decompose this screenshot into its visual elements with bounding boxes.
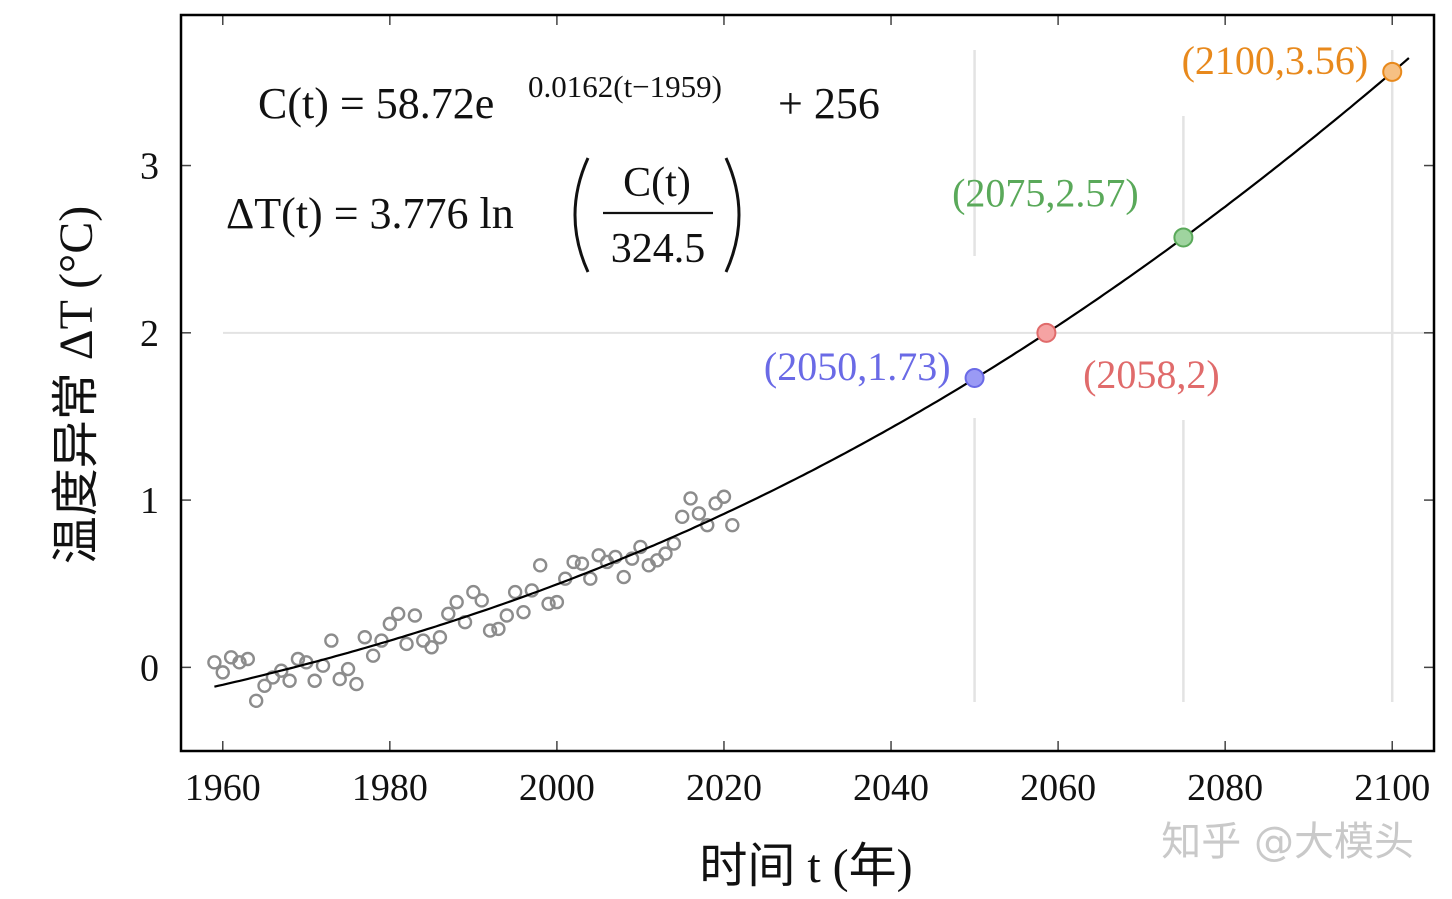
x-tick-label-2040: 2040 bbox=[853, 767, 929, 809]
highlight-label-0: (2050,1.73) bbox=[764, 344, 951, 389]
axis-ticks bbox=[181, 15, 1434, 751]
data-point-2008 bbox=[616, 569, 631, 585]
x-tick-label-2020: 2020 bbox=[686, 767, 762, 809]
data-point-2016 bbox=[683, 491, 698, 506]
data-point-1973 bbox=[324, 633, 339, 648]
formula-c-lhs: C(t) = 58.72e bbox=[258, 79, 494, 128]
data-point-2021 bbox=[725, 517, 740, 533]
data-point-1971 bbox=[307, 673, 322, 688]
formula-c-exponent: 0.0162(t−1959) bbox=[528, 69, 722, 104]
data-point-2017 bbox=[691, 506, 707, 521]
data-point-1975 bbox=[340, 661, 356, 677]
highlight-label-3: (2100,3.56) bbox=[1182, 38, 1369, 83]
data-point-1962 bbox=[232, 655, 247, 670]
observed-scatter bbox=[207, 489, 740, 709]
data-point-2009 bbox=[624, 551, 640, 566]
data-point-1990 bbox=[466, 584, 481, 600]
y-axis-title: 温度异常 ΔT (°C) bbox=[50, 206, 103, 565]
highlight-point-1 bbox=[1036, 322, 1057, 343]
data-point-1977 bbox=[357, 630, 372, 645]
data-point-1974 bbox=[332, 671, 347, 687]
y-tick-label-1: 1 bbox=[140, 480, 159, 522]
highlight-point-0 bbox=[964, 367, 985, 388]
data-point-1991 bbox=[474, 593, 489, 608]
x-tick-label-2100: 2100 bbox=[1354, 767, 1430, 809]
watermark: 知乎 @大模头 bbox=[1161, 819, 1414, 865]
data-point-1999 bbox=[541, 596, 556, 611]
formula-dt-right-paren bbox=[724, 157, 741, 273]
data-point-2010 bbox=[633, 539, 648, 555]
data-point-2003 bbox=[574, 556, 590, 571]
data-point-1987 bbox=[441, 606, 456, 622]
data-point-2007 bbox=[608, 549, 623, 565]
data-point-1995 bbox=[507, 584, 523, 600]
formula-c-rhs: + 256 bbox=[778, 79, 880, 128]
svg-text:C(t) = 58.72e: C(t) = 58.72e bbox=[258, 79, 494, 128]
data-point-1967 bbox=[274, 663, 289, 678]
gridlines bbox=[223, 50, 1434, 702]
formula-dt-numerator: C(t) bbox=[623, 160, 691, 206]
data-point-1960 bbox=[215, 665, 230, 680]
data-point-1998 bbox=[532, 558, 548, 573]
data-point-2004 bbox=[583, 571, 598, 586]
formula-dt-lhs: ΔT(t) = 3.776 ln bbox=[226, 189, 514, 238]
highlight-label-2: (2075,2.57) bbox=[952, 170, 1139, 215]
data-point-1965 bbox=[257, 678, 272, 693]
data-point-1968 bbox=[282, 673, 297, 688]
formula-dt-denominator: 324.5 bbox=[611, 226, 706, 272]
data-point-1983 bbox=[407, 608, 423, 623]
data-point-1980 bbox=[382, 616, 398, 632]
data-point-1964 bbox=[248, 693, 264, 709]
x-tick-label-1960: 1960 bbox=[185, 767, 261, 809]
fit-curve bbox=[214, 57, 1410, 688]
y-tick-labels: 0 1 2 3 bbox=[140, 146, 159, 690]
highlight-label-1: (2058,2) bbox=[1083, 352, 1220, 397]
x-tick-label-2000: 2000 bbox=[519, 767, 595, 809]
x-tick-label-2060: 2060 bbox=[1020, 767, 1096, 809]
x-tick-label-1980: 1980 bbox=[352, 767, 428, 809]
data-point-1981 bbox=[390, 606, 406, 622]
y-tick-label-0: 0 bbox=[140, 647, 159, 689]
data-point-1985 bbox=[424, 640, 439, 655]
highlight-point-2 bbox=[1173, 227, 1194, 248]
data-point-1993 bbox=[491, 621, 506, 637]
formula-c: C(t) = 58.72e 0.0162(t−1959) + 256 bbox=[258, 69, 880, 128]
formula-dt: ΔT(t) = 3.776 ln C(t) 324.5 bbox=[226, 157, 741, 273]
data-point-1969 bbox=[290, 651, 306, 667]
plot-frame bbox=[179, 13, 1436, 753]
x-tick-label-2080: 2080 bbox=[1187, 767, 1263, 809]
data-point-2013 bbox=[658, 546, 673, 561]
x-axis-title: 时间 t (年) bbox=[699, 840, 912, 893]
data-point-1994 bbox=[499, 608, 514, 623]
data-point-2020 bbox=[716, 489, 732, 504]
highlight-points: (2050,1.73) (2058,2) (2075,2.57) (2100,3.56… bbox=[764, 38, 1403, 397]
data-point-1959 bbox=[207, 655, 222, 670]
data-point-2000 bbox=[549, 594, 565, 610]
data-point-2015 bbox=[675, 509, 690, 525]
y-tick-label-2: 2 bbox=[140, 313, 159, 355]
formula-dt-left-paren bbox=[573, 157, 590, 273]
data-point-1988 bbox=[449, 594, 464, 610]
highlight-point-3 bbox=[1382, 61, 1403, 82]
data-point-1978 bbox=[365, 648, 381, 663]
data-point-1986 bbox=[432, 630, 448, 645]
x-tick-labels: 1960 1980 2000 2020 2040 2060 2080 2100 bbox=[185, 767, 1430, 809]
data-point-1996 bbox=[516, 604, 531, 620]
data-point-2002 bbox=[566, 554, 581, 570]
y-tick-label-3: 3 bbox=[140, 146, 159, 188]
data-point-1963 bbox=[240, 651, 256, 667]
data-point-1992 bbox=[482, 623, 498, 638]
data-point-1982 bbox=[399, 636, 414, 652]
data-point-1976 bbox=[349, 676, 364, 692]
